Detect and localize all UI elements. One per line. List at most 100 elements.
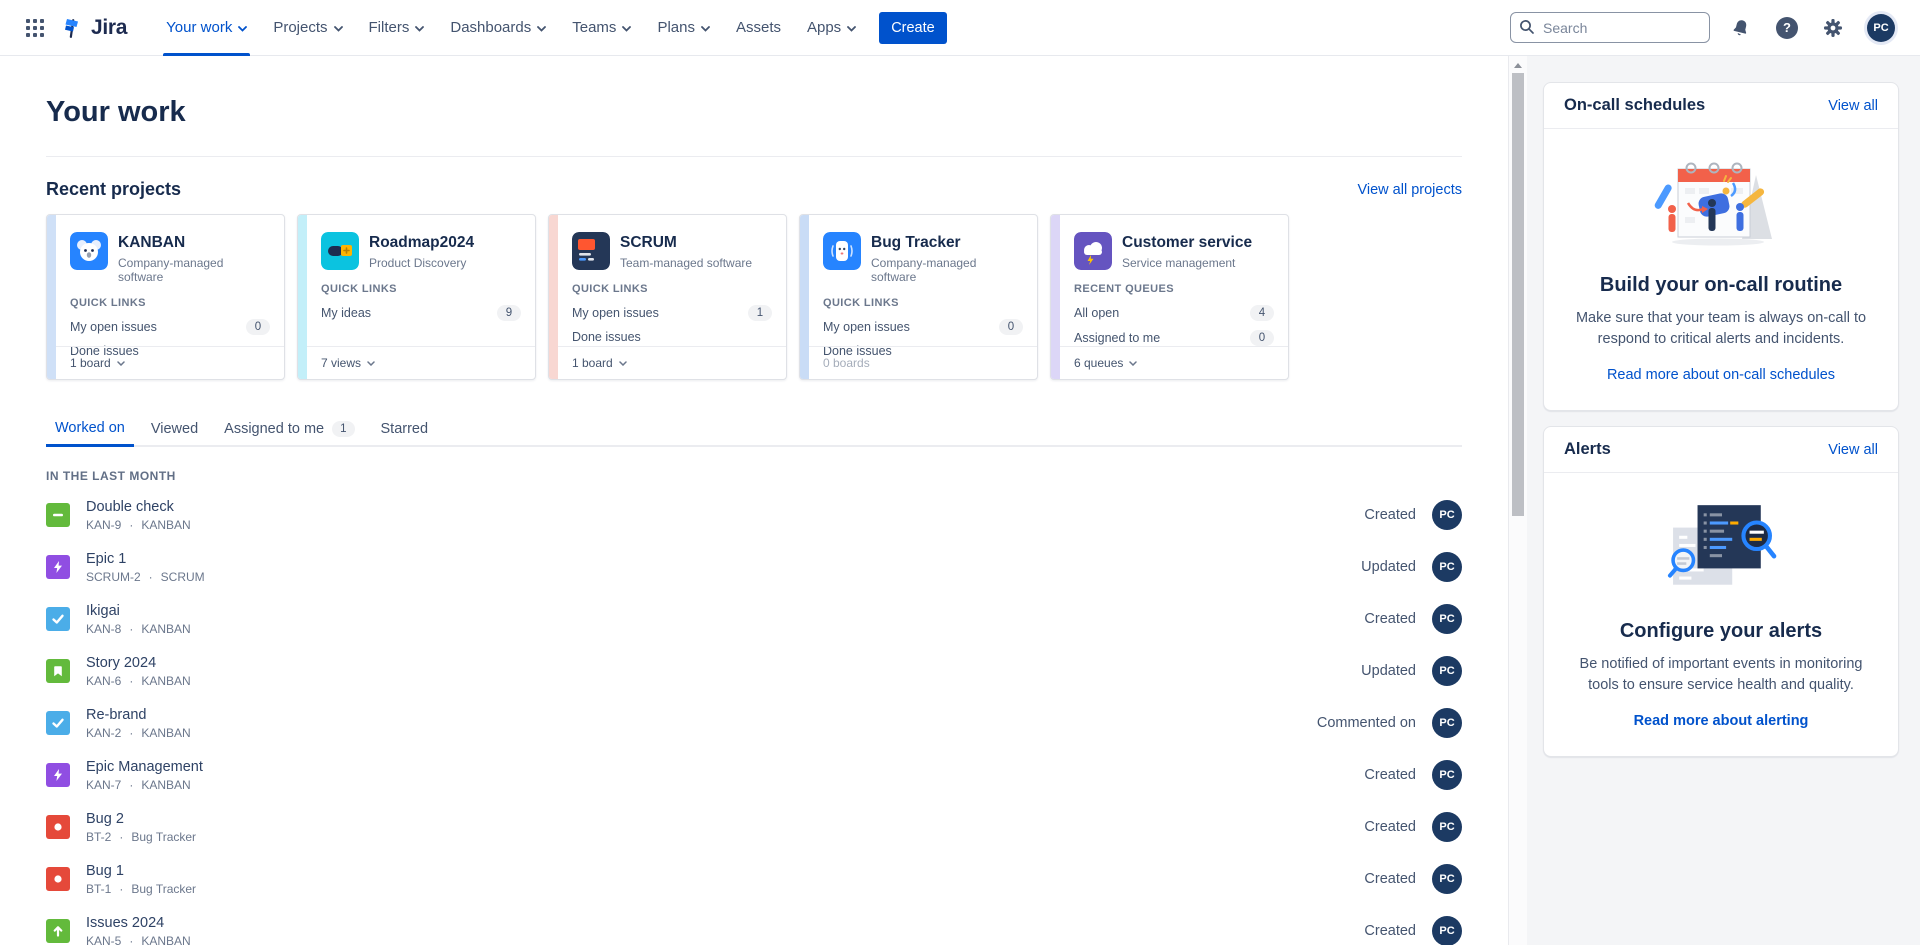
alerts-card-title: Alerts — [1564, 440, 1611, 459]
profile-avatar-button[interactable]: PC — [1864, 11, 1898, 45]
nav-item-apps[interactable]: Apps — [796, 0, 867, 56]
work-item-row[interactable]: Ikigai KAN-8·KANBAN Created PC — [46, 593, 1462, 645]
work-item-row[interactable]: Bug 2 BT-2·Bug Tracker Created PC — [46, 801, 1462, 853]
avatar[interactable]: PC — [1432, 708, 1462, 738]
project-type: Service management — [1122, 256, 1252, 270]
work-item-row[interactable]: Story 2024 KAN-6·KANBAN Updated PC — [46, 645, 1462, 697]
card-stripe — [549, 215, 558, 379]
project-card-bug-tracker[interactable]: Bug Tracker Company-managed software QUI… — [799, 214, 1038, 380]
work-item-row[interactable]: Epic Management KAN-7·KANBAN Created PC — [46, 749, 1462, 801]
project-name: Roadmap2024 — [369, 232, 474, 253]
alerts-heading: Configure your alerts — [1568, 620, 1874, 643]
recent-projects-row: KANBAN Company-managed software QUICK LI… — [46, 214, 1462, 380]
jira-home-link[interactable]: Jira — [60, 16, 127, 40]
count-badge: 4 — [1250, 305, 1274, 321]
settings-button[interactable] — [1818, 13, 1848, 43]
card-stripe — [298, 215, 307, 379]
section-label-last-month: IN THE LAST MONTH — [46, 469, 1462, 483]
nav-item-teams[interactable]: Teams — [561, 0, 642, 56]
worked-on-list: Double check KAN-9·KANBAN Created PC Epi… — [46, 489, 1462, 945]
issue-type-story-icon — [46, 659, 70, 683]
quick-link-my-open-issues[interactable]: My open issues 1 — [572, 305, 772, 321]
work-tabs: Worked on Viewed Assigned to me 1 Starre… — [46, 420, 1462, 447]
project-type: Company-managed software — [118, 256, 270, 284]
avatar[interactable]: PC — [1432, 604, 1462, 634]
avatar[interactable]: PC — [1432, 656, 1462, 686]
count-badge: 0 — [1250, 330, 1274, 346]
app-switcher-button[interactable] — [20, 13, 50, 43]
card-footer-boards[interactable]: 1 board — [558, 346, 786, 379]
avatar[interactable]: PC — [1432, 552, 1462, 582]
nav-item-dashboards[interactable]: Dashboards — [439, 0, 557, 56]
avatar: PC — [1867, 14, 1895, 42]
avatar[interactable]: PC — [1432, 500, 1462, 530]
notifications-button[interactable] — [1726, 13, 1756, 43]
project-card-customer-service[interactable]: Customer service Service management RECE… — [1050, 214, 1289, 380]
nav-item-projects[interactable]: Projects — [262, 0, 353, 56]
bell-icon — [1731, 18, 1751, 38]
avatar[interactable]: PC — [1432, 760, 1462, 790]
work-item-row[interactable]: Bug 1 BT-1·Bug Tracker Created PC — [46, 853, 1462, 905]
oncall-read-more-link[interactable]: Read more about on-call schedules — [1607, 367, 1835, 383]
search-input[interactable] — [1510, 12, 1710, 43]
quick-link-my-open-issues[interactable]: My open issues 0 — [70, 319, 270, 335]
scrollbar-thumb[interactable] — [1512, 73, 1524, 516]
chevron-down-icon — [117, 361, 125, 366]
project-card-kanban[interactable]: KANBAN Company-managed software QUICK LI… — [46, 214, 285, 380]
nav-right-cluster: ? PC — [1510, 11, 1898, 45]
alerts-view-all-link[interactable]: View all — [1828, 442, 1878, 458]
avatar[interactable]: PC — [1432, 864, 1462, 894]
nav-item-plans[interactable]: Plans — [646, 0, 721, 56]
quick-link-my-open-issues[interactable]: My open issues 0 — [823, 319, 1023, 335]
project-name: KANBAN — [118, 232, 270, 253]
project-card-roadmap2024[interactable]: Roadmap2024 Product Discovery QUICK LINK… — [297, 214, 536, 380]
alerts-read-more-link[interactable]: Read more about alerting — [1634, 713, 1809, 729]
work-item-row[interactable]: Double check KAN-9·KANBAN Created PC — [46, 489, 1462, 541]
help-button[interactable]: ? — [1772, 13, 1802, 43]
work-item-row[interactable]: Issues 2024 KAN-5·KANBAN Created PC — [46, 905, 1462, 945]
card-stripe — [1051, 215, 1060, 379]
chevron-down-icon — [415, 26, 424, 32]
nav-item-assets[interactable]: Assets — [725, 0, 792, 56]
work-item-row[interactable]: Epic 1 SCRUM-2·SCRUM Updated PC — [46, 541, 1462, 593]
chevron-down-icon — [238, 26, 247, 32]
tab-assigned-to-me[interactable]: Assigned to me 1 — [215, 420, 363, 447]
recent-projects-heading: Recent projects — [46, 179, 181, 200]
avatar[interactable]: PC — [1432, 812, 1462, 842]
chevron-down-icon — [1129, 361, 1137, 366]
queue-link-all-open[interactable]: All open 4 — [1074, 305, 1274, 321]
create-button[interactable]: Create — [879, 12, 947, 44]
oncall-view-all-link[interactable]: View all — [1828, 98, 1878, 114]
nav-item-your-work[interactable]: Your work — [155, 0, 258, 56]
top-navigation-bar: Jira Your work Projects Filters Dashboar… — [0, 0, 1920, 56]
quick-link-done-issues[interactable]: Done issues — [572, 330, 772, 344]
quick-link-my-ideas[interactable]: My ideas 9 — [321, 305, 521, 321]
activity-status: Commented on — [1266, 715, 1416, 731]
main-scrollbar-track[interactable] — [1508, 56, 1527, 945]
assigned-count-badge: 1 — [332, 421, 354, 437]
view-all-projects-link[interactable]: View all projects — [1357, 182, 1462, 198]
activity-status: Created — [1266, 507, 1416, 523]
project-avatar-notebook-icon — [572, 232, 610, 270]
card-footer-views[interactable]: 7 views — [307, 346, 535, 379]
scroll-up-arrow-icon[interactable] — [1514, 63, 1522, 68]
tab-worked-on[interactable]: Worked on — [46, 420, 134, 447]
chevron-down-icon — [622, 26, 631, 32]
project-type: Company-managed software — [871, 256, 1023, 284]
card-footer-boards[interactable]: 1 board — [56, 346, 284, 379]
brand-wordmark: Jira — [91, 16, 127, 40]
tab-viewed[interactable]: Viewed — [142, 420, 207, 447]
chevron-down-icon — [619, 361, 627, 366]
nav-item-filters[interactable]: Filters — [358, 0, 436, 56]
work-item-row[interactable]: Re-brand KAN-2·KANBAN Commented on PC — [46, 697, 1462, 749]
avatar[interactable]: PC — [1432, 916, 1462, 945]
tab-starred[interactable]: Starred — [372, 420, 438, 447]
activity-status: Updated — [1266, 559, 1416, 575]
card-footer-queues[interactable]: 6 queues — [1060, 346, 1288, 379]
queue-link-assigned-to-me[interactable]: Assigned to me 0 — [1074, 330, 1274, 346]
project-card-scrum[interactable]: SCRUM Team-managed software QUICK LINKS … — [548, 214, 787, 380]
activity-status: Updated — [1266, 663, 1416, 679]
card-footer-boards[interactable]: 0 boards — [809, 346, 1037, 379]
issue-type-task-icon — [46, 607, 70, 631]
alerts-card: Alerts View all — [1543, 426, 1899, 757]
